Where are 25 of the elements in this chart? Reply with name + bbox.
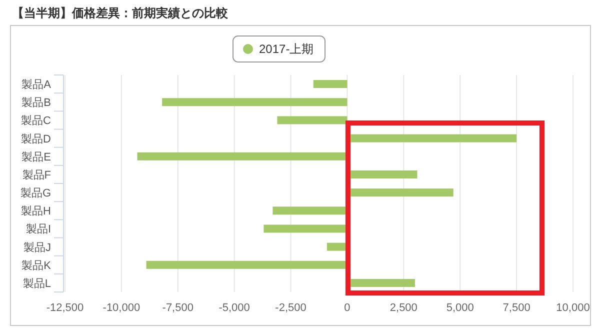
x-tick-label: -5,000 <box>218 302 250 314</box>
legend: 2017-上期 <box>232 36 326 62</box>
y-tick-label: 製品J <box>24 240 51 254</box>
x-tick-label: 5,000 <box>446 302 474 314</box>
y-tick-label: 製品F <box>22 168 52 182</box>
x-tick-label: 10,000 <box>556 302 590 314</box>
x-tick-label: 7,500 <box>502 302 530 314</box>
y-tick-label: 製品A <box>22 78 52 92</box>
y-tick-label: 製品H <box>21 204 52 218</box>
x-tick-label: -2,500 <box>275 302 306 314</box>
legend-label: 2017-上期 <box>259 42 314 56</box>
x-tick-label: -10,000 <box>102 302 140 314</box>
y-tick-label: 製品K <box>22 258 52 272</box>
y-tick-label: 製品B <box>22 96 51 110</box>
title: 【当半期】価格差異：前期実績との比較 <box>12 6 228 20</box>
x-tick-label: -12,500 <box>46 302 84 314</box>
y-tick-label: 製品E <box>22 150 51 164</box>
y-tick-label: 製品C <box>21 114 52 128</box>
x-tick-label: 2,500 <box>390 302 418 314</box>
y-tick-label: 製品D <box>21 132 52 146</box>
x-tick-label: 0 <box>344 302 350 314</box>
x-tick-label: -7,500 <box>162 302 194 314</box>
y-tick-label: 製品L <box>22 276 51 290</box>
y-tick-label: 製品G <box>20 186 51 200</box>
y-tick-label: 製品I <box>26 222 51 236</box>
